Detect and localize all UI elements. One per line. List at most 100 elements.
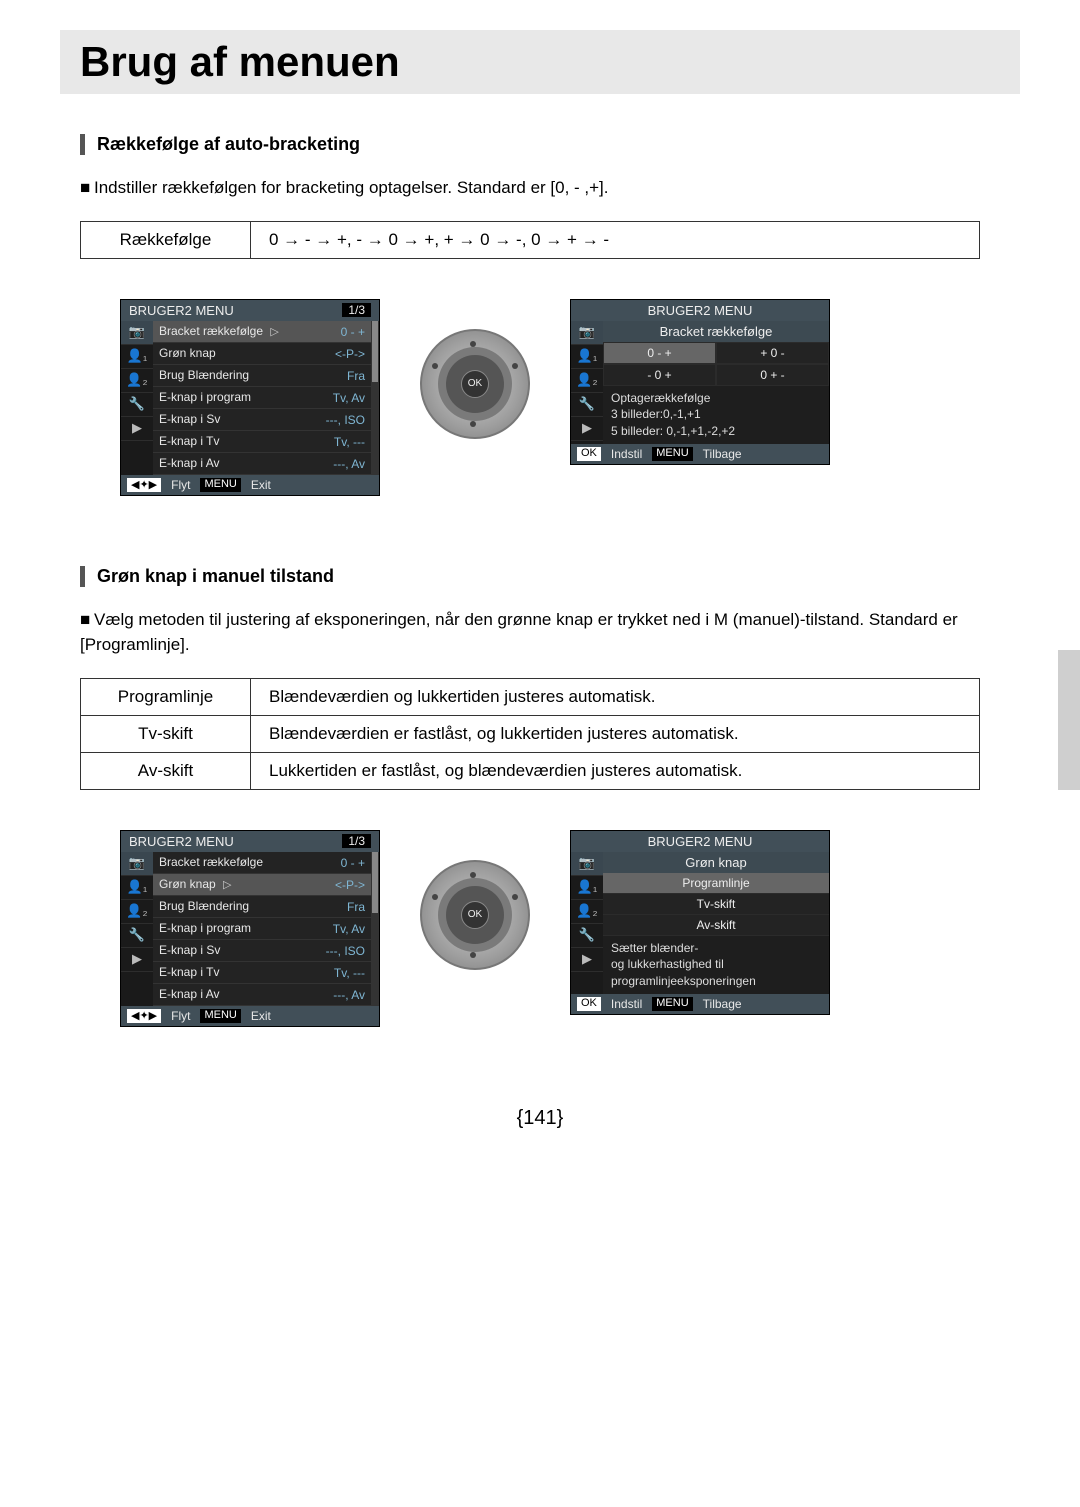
submenu-option[interactable]: Programlinje bbox=[603, 873, 829, 894]
page-title-bar: Brug af menuen bbox=[60, 30, 1020, 94]
menu-tab-icon[interactable]: 👤₁ bbox=[571, 876, 603, 900]
ok-button: OK bbox=[577, 447, 601, 461]
submenu-panel-green: BRUGER2 MENU 📷👤₁👤₂🔧▶ Grøn knap Programli… bbox=[570, 830, 830, 1015]
menu-title: BRUGER2 MENU bbox=[129, 303, 234, 318]
menu-tab-icon[interactable]: ▶ bbox=[571, 417, 603, 441]
nav-icon: ◀✦▶ bbox=[127, 478, 161, 492]
menu-row-value: ---, Av bbox=[333, 457, 365, 471]
menu-tab-icon[interactable]: 📷 bbox=[121, 852, 153, 876]
menu-row-label: E-knap i Av bbox=[159, 456, 219, 470]
table-row: Rækkefølge 0 → - → +, - → 0 → +, + → 0 →… bbox=[81, 221, 980, 258]
menu-row-value: ---, ISO bbox=[326, 944, 365, 958]
menu-tab-icon[interactable]: 👤₂ bbox=[121, 900, 153, 924]
menu-row[interactable]: Brug Blændering Fra bbox=[153, 365, 371, 387]
control-dial-illustration: OK bbox=[420, 329, 530, 439]
menu-tab-icon[interactable]: 👤₁ bbox=[121, 345, 153, 369]
menu-tab-icon[interactable]: 📷 bbox=[571, 321, 603, 345]
menu-row-label: Brug Blændering bbox=[159, 368, 249, 382]
menu-row-label: E-knap i Av bbox=[159, 987, 219, 1001]
menu-row[interactable]: E-knap i program Tv, Av bbox=[153, 387, 371, 409]
menu-tab-icon[interactable]: 📷 bbox=[121, 321, 153, 345]
section2-table: ProgramlinjeBlændeværdien og lukkertiden… bbox=[80, 678, 980, 790]
section2-body: ■Vælg metoden til justering af eksponeri… bbox=[80, 607, 1020, 658]
menu-tab-icon[interactable]: 👤₁ bbox=[121, 876, 153, 900]
table-row: ProgramlinjeBlændeværdien og lukkertiden… bbox=[81, 678, 980, 715]
menu-button: MENU bbox=[652, 997, 692, 1011]
menu-tab-icon[interactable]: 🔧 bbox=[121, 924, 153, 948]
submenu-option[interactable]: Av-skift bbox=[603, 915, 829, 936]
chevron-right-icon: ▷ bbox=[270, 326, 278, 338]
menu-scrollbar[interactable] bbox=[371, 852, 379, 1006]
menu-row[interactable]: E-knap i program Tv, Av bbox=[153, 918, 371, 940]
menu-row-label: Brug Blændering bbox=[159, 899, 249, 913]
menu-row-value: <-P-> bbox=[335, 347, 365, 361]
menu-tabs: 📷👤₁👤₂🔧▶ bbox=[571, 852, 603, 994]
menu-row[interactable]: E-knap i Sv ---, ISO bbox=[153, 940, 371, 962]
menu-tab-icon[interactable]: ▶ bbox=[571, 948, 603, 972]
chevron-right-icon: ▷ bbox=[223, 879, 231, 891]
menu-row[interactable]: E-knap i TvTv, --- bbox=[153, 431, 371, 453]
submenu-option[interactable]: 0 - + bbox=[603, 342, 716, 364]
menu-row[interactable]: E-knap i Av ---, Av bbox=[153, 984, 371, 1006]
ok-button: OK bbox=[577, 997, 601, 1011]
control-dial-illustration: OK bbox=[420, 860, 530, 970]
menu-tab-icon[interactable]: 🔧 bbox=[571, 924, 603, 948]
menu-row-label: Bracket rækkefølge bbox=[159, 855, 263, 869]
menu-button: MENU bbox=[200, 1009, 240, 1023]
menu-tab-icon[interactable]: ▶ bbox=[121, 948, 153, 972]
submenu-description: Sætter blænder-og lukkerhastighed tilpro… bbox=[603, 936, 829, 994]
menu-page: 1/3 bbox=[342, 303, 371, 317]
menu-row[interactable]: Brug Blændering Fra bbox=[153, 896, 371, 918]
menu-tab-icon[interactable]: 🔧 bbox=[121, 393, 153, 417]
menu-row[interactable]: Grøn knap ▷<-P-> bbox=[153, 874, 371, 896]
table-row: Av-skiftLukkertiden er fastlåst, og blæn… bbox=[81, 752, 980, 789]
submenu-title: Grøn knap bbox=[603, 852, 829, 873]
menu-tab-icon[interactable]: ▶ bbox=[121, 417, 153, 441]
menu-row[interactable]: E-knap i TvTv, --- bbox=[153, 962, 371, 984]
menu-row[interactable]: Grøn knap<-P-> bbox=[153, 343, 371, 365]
menu-page: 1/3 bbox=[342, 834, 371, 848]
menu-row-value: Fra bbox=[347, 900, 365, 914]
menu-row-label: E-knap i program bbox=[159, 921, 251, 935]
submenu-header: BRUGER2 MENU bbox=[648, 303, 753, 318]
table-row: Tv-skiftBlændeværdien er fastlåst, og lu… bbox=[81, 715, 980, 752]
menu-row-value: Fra bbox=[347, 369, 365, 383]
menu-row-value: Tv, --- bbox=[334, 435, 365, 449]
menu-button: MENU bbox=[652, 447, 692, 461]
menu-row-value: 0 - + bbox=[341, 325, 365, 339]
menu-tab-icon[interactable]: 🔧 bbox=[571, 393, 603, 417]
menu-tab-icon[interactable]: 👤₂ bbox=[571, 369, 603, 393]
menu-row[interactable]: Bracket rækkefølge0 - + bbox=[153, 852, 371, 874]
menu-row-value: <-P-> bbox=[335, 878, 365, 892]
section1-heading: Rækkefølge af auto-bracketing bbox=[80, 134, 1020, 155]
menu-row-label: E-knap i Sv bbox=[159, 943, 220, 957]
menu-row-label: Bracket rækkefølge ▷ bbox=[159, 324, 279, 338]
menu-panel-bracket: BRUGER2 MENU 1/3 📷👤₁👤₂🔧▶ Bracket rækkefø… bbox=[120, 299, 380, 496]
menu-row-value: Tv, Av bbox=[333, 922, 365, 936]
menu-tab-icon[interactable]: 📷 bbox=[571, 852, 603, 876]
submenu-panel-bracket: BRUGER2 MENU 📷👤₁👤₂🔧▶ Bracket rækkefølge … bbox=[570, 299, 830, 465]
submenu-option[interactable]: + 0 - bbox=[716, 342, 829, 364]
menu-button: MENU bbox=[200, 478, 240, 492]
section1-body: ■Indstiller rækkefølgen for bracketing o… bbox=[80, 175, 1020, 201]
section2-heading: Grøn knap i manuel tilstand bbox=[80, 566, 1020, 587]
menu-tab-icon[interactable]: 👤₂ bbox=[121, 369, 153, 393]
page-number: {141} bbox=[60, 1107, 1020, 1130]
section1-table: Rækkefølge 0 → - → +, - → 0 → +, + → 0 →… bbox=[80, 221, 980, 259]
menu-panel-green: BRUGER2 MENU 1/3 📷👤₁👤₂🔧▶ Bracket rækkefø… bbox=[120, 830, 380, 1027]
submenu-option[interactable]: Tv-skift bbox=[603, 894, 829, 915]
menu-row[interactable]: E-knap i Sv---, ISO bbox=[153, 409, 371, 431]
menu-row[interactable]: Bracket rækkefølge ▷ 0 - + bbox=[153, 321, 371, 343]
submenu-option[interactable]: 0 + - bbox=[716, 364, 829, 386]
edge-tab bbox=[1058, 650, 1080, 790]
menu-tabs: 📷👤₁👤₂🔧▶ bbox=[571, 321, 603, 444]
menu-row-value: Tv, Av bbox=[333, 391, 365, 405]
menu-tab-icon[interactable]: 👤₁ bbox=[571, 345, 603, 369]
menu-row-label: E-knap i program bbox=[159, 390, 251, 404]
menu-row[interactable]: E-knap i Av ---, Av bbox=[153, 453, 371, 475]
submenu-option[interactable]: - 0 + bbox=[603, 364, 716, 386]
menu-row-value: ---, Av bbox=[333, 988, 365, 1002]
menu-tabs: 📷👤₁👤₂🔧▶ bbox=[121, 852, 153, 1006]
menu-scrollbar[interactable] bbox=[371, 321, 379, 475]
menu-tab-icon[interactable]: 👤₂ bbox=[571, 900, 603, 924]
